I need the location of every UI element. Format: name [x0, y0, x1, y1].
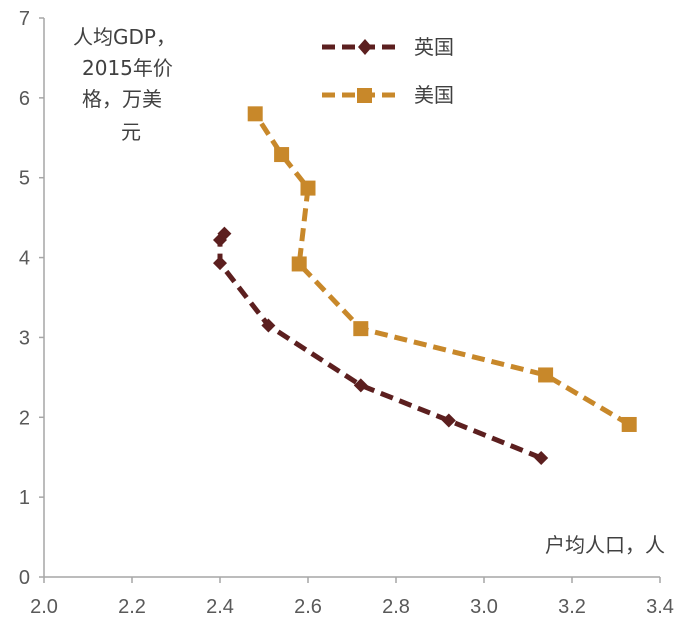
- data-point: [534, 451, 549, 466]
- legend-entry-uk: 英国: [322, 35, 454, 59]
- x-axis-label: 户均人口，人: [545, 533, 665, 557]
- y-tick-label: 4: [19, 248, 30, 270]
- x-tick-label: 3.4: [646, 596, 674, 618]
- y-tick-label: 7: [19, 8, 30, 30]
- legend-label-uk: 英国: [414, 35, 454, 59]
- legend: 英国 美国: [322, 35, 454, 107]
- axes: 0 1 2 3 4 5 6 7 2.0 2.2 2.4 2.6 2.8 3.0 3.2 3.4: [19, 8, 674, 618]
- y-tick-label: 0: [19, 567, 30, 589]
- data-point: [213, 256, 227, 271]
- legend-marker-us: [357, 88, 372, 103]
- data-point: [247, 106, 263, 122]
- x-tick-label: 2.8: [382, 596, 410, 618]
- series-uk: [213, 226, 549, 466]
- series-line: [217, 232, 543, 461]
- data-point: [274, 147, 290, 163]
- data-point: [291, 256, 307, 272]
- data-point: [441, 413, 456, 428]
- x-tick-label: 2.4: [206, 596, 234, 618]
- x-tick-label: 3.0: [470, 596, 498, 618]
- data-point: [300, 180, 316, 196]
- data-point: [217, 226, 232, 241]
- y-axis-label-line-3: 格，万美: [82, 87, 162, 111]
- y-tick-label: 1: [19, 487, 30, 509]
- y-axis-label-line-4: 元: [121, 120, 141, 144]
- x-tick-label: 2.2: [118, 596, 146, 618]
- x-tick-label: 2.6: [294, 596, 322, 618]
- y-tick-label: 2: [19, 407, 30, 429]
- y-axis-label-line-1: 人均GDP，: [73, 25, 176, 49]
- data-point: [538, 367, 554, 383]
- series-us: [247, 106, 637, 432]
- series-line: [253, 112, 631, 427]
- y-tick-label: 5: [19, 168, 30, 190]
- y-axis-label: 人均GDP， 2015年价 格，万美 元: [73, 25, 176, 144]
- x-tick-label: 2.0: [30, 596, 58, 618]
- data-point: [353, 378, 368, 393]
- y-tick-label: 6: [19, 88, 30, 110]
- y-tick-label: 3: [19, 327, 30, 349]
- data-point: [261, 318, 276, 333]
- legend-marker-uk: [358, 39, 372, 55]
- series-layer: [213, 106, 637, 466]
- legend-label-us: 美国: [414, 83, 454, 107]
- data-point: [353, 321, 369, 337]
- legend-entry-us: 美国: [322, 83, 454, 107]
- x-tick-label: 3.2: [558, 596, 586, 618]
- data-point: [621, 416, 637, 432]
- y-axis-label-line-2: 2015年价: [82, 56, 173, 80]
